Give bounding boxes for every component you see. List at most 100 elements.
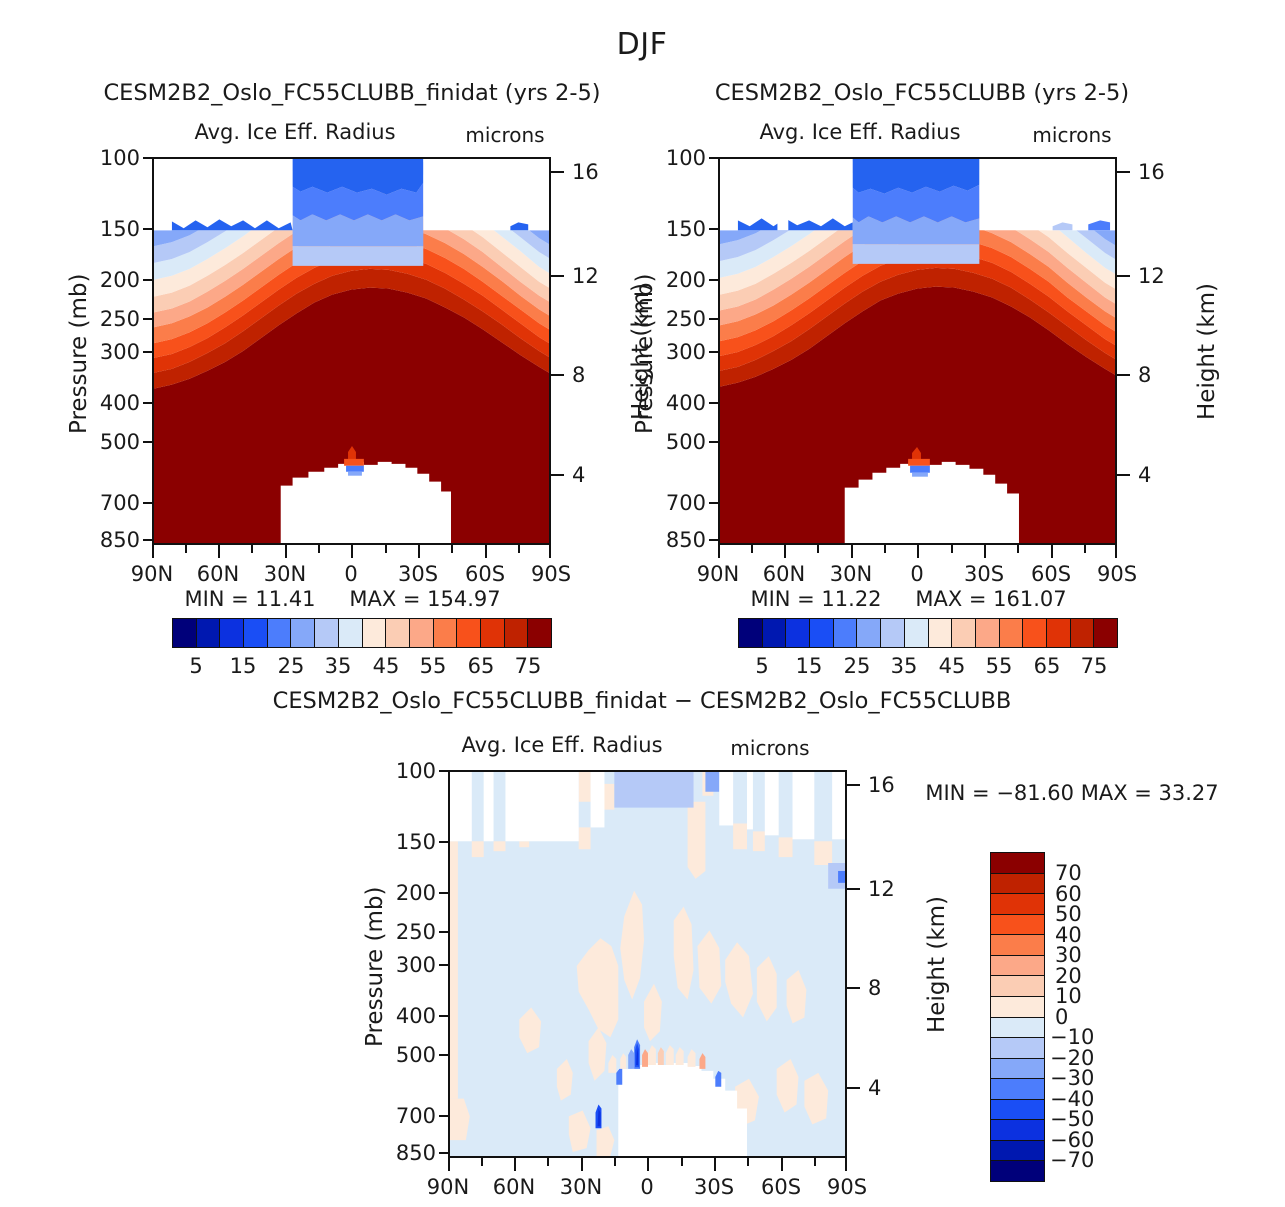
height-tick-label: 4 — [868, 1076, 882, 1100]
panel-difference-units-label: microns — [730, 736, 810, 760]
panel-difference-title: CESM2B2_Oslo_FC55CLUBB_finidat − CESM2B2… — [272, 688, 1012, 714]
axis-tick — [709, 402, 720, 404]
colorbar-cell — [457, 619, 481, 647]
axis-tick — [817, 545, 819, 553]
colorbar-cell — [1023, 619, 1047, 647]
axis-tick — [614, 1158, 616, 1166]
panel-top-right-colorbar — [738, 618, 1118, 648]
colorbar-cell — [433, 619, 458, 647]
colorbar-cell — [991, 955, 1044, 977]
pressure-tick-label: 100 — [99, 146, 140, 170]
axis-tick — [143, 351, 154, 353]
colorbar-tick-label: 40 — [1055, 923, 1082, 947]
axis-tick — [143, 539, 154, 541]
colorbar-cell — [991, 1099, 1044, 1121]
height-tick-label: 12 — [868, 877, 895, 901]
panel-top-left-max-label: MAX = 154.97 — [349, 587, 501, 611]
latitude-tick-label: 90S — [530, 562, 572, 586]
axis-tick — [439, 1115, 450, 1117]
axis-tick — [551, 275, 564, 277]
panel-difference-variable-label: Avg. Ice Eff. Radius — [461, 733, 663, 757]
latitude-tick-label: 60N — [492, 1175, 536, 1199]
axis-tick — [1117, 474, 1130, 476]
pressure-tick-label: 400 — [665, 391, 706, 415]
pressure-tick-label: 250 — [665, 307, 706, 331]
colorbar-cell — [173, 619, 197, 647]
pressure-tick-label: 300 — [665, 340, 706, 364]
height-tick-label: 12 — [572, 264, 599, 288]
height-tick-label: 8 — [572, 363, 586, 387]
height-tick-label: 16 — [572, 160, 599, 184]
axis-tick — [709, 441, 720, 443]
latitude-tick-label: 90S — [826, 1175, 868, 1199]
pressure-tick-label: 500 — [395, 1043, 436, 1067]
axis-tick — [709, 318, 720, 320]
colorbar-cell — [991, 976, 1044, 997]
colorbar-cell — [338, 619, 363, 647]
panel-top-left-pressure-axis-title: Pressure (mb) — [66, 273, 92, 434]
colorbar-cell — [928, 619, 953, 647]
panel-difference-minmax-label: MIN = −81.60 MAX = 33.27 — [925, 781, 1219, 805]
colorbar-cell — [991, 1017, 1044, 1039]
colorbar-tick-label: 65 — [1033, 654, 1061, 678]
height-tick-label: 4 — [572, 463, 586, 487]
colorbar-tick-label: 70 — [1055, 861, 1082, 885]
pressure-tick-label: 150 — [665, 217, 706, 241]
panel-top-right-max-label: MAX = 161.07 — [915, 587, 1067, 611]
axis-tick — [351, 545, 353, 558]
colorbar-cell — [1094, 619, 1117, 647]
pressure-tick-label: 100 — [665, 146, 706, 170]
latitude-tick-label: 30S — [693, 1175, 735, 1199]
colorbar-cell — [267, 619, 292, 647]
panel-difference-colorbar — [990, 852, 1045, 1182]
colorbar-cell — [991, 914, 1044, 936]
pressure-tick-label: 500 — [99, 430, 140, 454]
panel-top-left-units-label: microns — [465, 123, 545, 147]
pressure-tick-label: 200 — [99, 268, 140, 292]
height-tick-label: 16 — [868, 773, 895, 797]
pressure-tick-label: 400 — [395, 1004, 436, 1028]
pressure-tick-label: 850 — [395, 1141, 436, 1165]
colorbar-tick-label: 75 — [514, 654, 542, 678]
axis-tick — [709, 502, 720, 504]
panel-top-left-contour-field — [154, 159, 549, 543]
axis-tick — [709, 351, 720, 353]
colorbar-cell — [991, 1058, 1044, 1080]
axis-tick — [439, 1152, 450, 1154]
latitude-tick-label: 90N — [130, 562, 174, 586]
axis-tick — [439, 770, 450, 772]
axis-tick — [318, 545, 320, 553]
colorbar-tick-label: 65 — [467, 654, 495, 678]
colorbar-tick-label: −10 — [1050, 1025, 1095, 1049]
pressure-tick-label: 700 — [99, 491, 140, 515]
colorbar-cell — [315, 619, 339, 647]
colorbar-tick-label: 15 — [795, 654, 823, 678]
axis-tick — [514, 1158, 516, 1171]
height-tick-label: 4 — [1138, 463, 1152, 487]
latitude-tick-label: 0 — [344, 562, 358, 586]
axis-tick — [551, 171, 564, 173]
colorbar-cell — [528, 619, 551, 647]
latitude-tick-label: 30N — [559, 1175, 603, 1199]
axis-tick — [439, 1054, 450, 1056]
axis-tick — [185, 545, 187, 553]
panel-top-right-min-label: MIN = 11.22 — [750, 587, 882, 611]
axis-tick — [418, 545, 420, 558]
axis-tick — [143, 318, 154, 320]
axis-tick — [714, 1158, 716, 1171]
latitude-tick-label: 0 — [910, 562, 924, 586]
pressure-tick-label: 300 — [395, 953, 436, 977]
colorbar-cell — [810, 619, 834, 647]
panel-top-right-height-axis-title: Height (km) — [1194, 282, 1220, 420]
colorbar-cell — [904, 619, 929, 647]
axis-tick — [718, 545, 720, 558]
pressure-tick-label: 700 — [395, 1104, 436, 1128]
colorbar-tick-label: 15 — [229, 654, 257, 678]
axis-tick — [784, 545, 786, 558]
panel-top-left-variable-label: Avg. Ice Eff. Radius — [194, 120, 396, 144]
axis-tick — [884, 545, 886, 553]
colorbar-cell — [991, 873, 1044, 895]
axis-tick — [847, 987, 860, 989]
colorbar-tick-label: −20 — [1050, 1046, 1095, 1070]
colorbar-cell — [991, 1161, 1044, 1181]
